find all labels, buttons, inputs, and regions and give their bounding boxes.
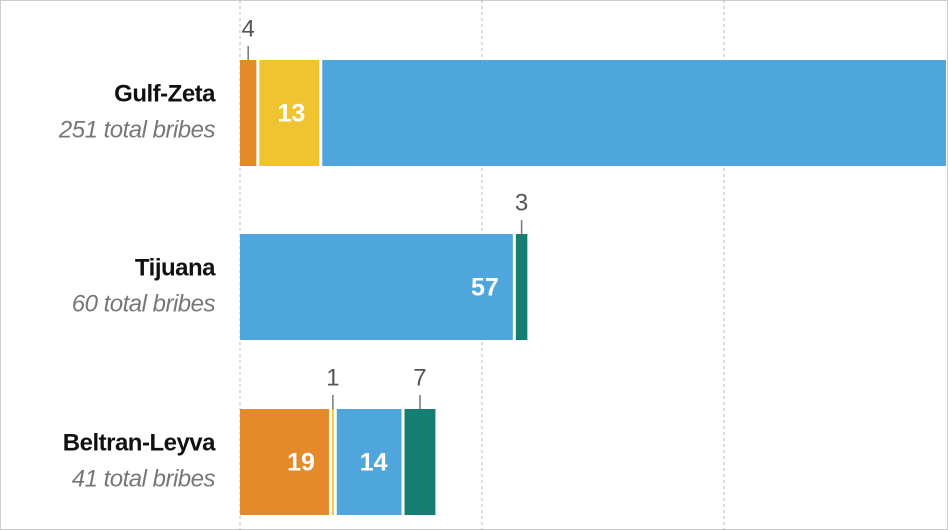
value-label: 13 [277, 100, 305, 128]
category-label: Beltran-Leyva [63, 429, 216, 456]
category-label: Tijuana [135, 254, 216, 281]
value-label: 3 [515, 189, 528, 216]
value-label: 4 [241, 15, 254, 42]
bar-segment [240, 409, 329, 515]
value-label: 57 [471, 274, 499, 302]
category-subtitle: 251 total bribes [58, 116, 216, 143]
bar-segment [259, 60, 320, 166]
bar-segment [240, 234, 513, 340]
bar-segment [336, 409, 402, 515]
category-subtitle: 41 total bribes [72, 465, 216, 492]
bar-segment [515, 234, 528, 340]
value-label: 7 [413, 364, 426, 391]
value-label: 14 [360, 449, 388, 477]
bar-segment [240, 60, 257, 166]
value-label: 1 [326, 364, 339, 391]
bar-segment [322, 60, 946, 166]
bar-segment [331, 409, 334, 515]
category-label: Gulf-Zeta [114, 80, 216, 107]
value-label: 19 [287, 449, 315, 477]
bar-segment [404, 409, 436, 515]
category-subtitle: 60 total bribes [72, 290, 216, 317]
